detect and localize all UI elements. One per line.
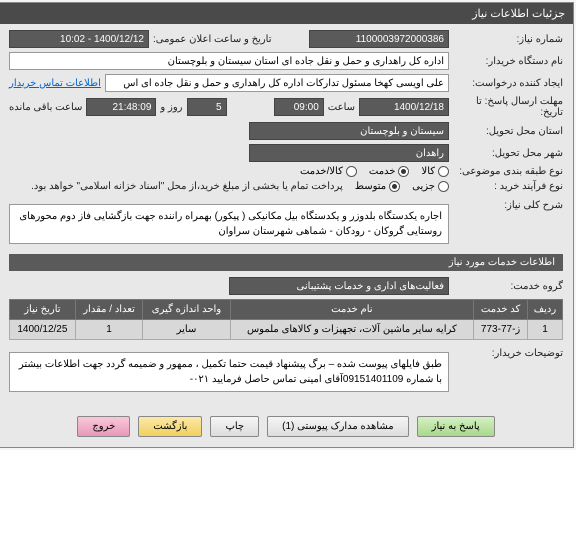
process-label: نوع فرآیند خرید : [453, 181, 563, 192]
td-code: ز-77-773 [474, 320, 528, 340]
need-number-field: 1100003972000386 [309, 30, 449, 48]
buyer-org-field: اداره کل راهداری و حمل و نقل جاده ای است… [9, 52, 449, 70]
th-code: کد خدمت [474, 300, 528, 320]
radio-icon [398, 166, 409, 177]
type-radio-group: کالا خدمت کالا/خدمت [300, 166, 449, 177]
radio-icon [438, 166, 449, 177]
button-bar: پاسخ به نیاز مشاهده مدارک پیوستی (1) چاپ… [0, 406, 573, 447]
radio-icon [389, 181, 400, 192]
respond-button[interactable]: پاسخ به نیاز [417, 416, 495, 437]
radio-icon [438, 181, 449, 192]
process-minor-radio[interactable]: جزیی [412, 181, 449, 192]
group-label: گروه خدمت: [453, 281, 563, 292]
process-note: پرداخت تمام یا بخشی از مبلغ خرید،از محل … [31, 181, 343, 192]
services-section-header: اطلاعات خدمات مورد نیاز [9, 254, 563, 271]
province-field: سیستان و بلوچستان [249, 122, 449, 140]
title-bar: جزئیات اطلاعات نیاز [0, 3, 573, 24]
back-button[interactable]: بازگشت [138, 416, 202, 437]
th-unit: واحد اندازه گیری [143, 300, 230, 320]
public-datetime-label: تاریخ و ساعت اعلان عمومی: [153, 34, 272, 45]
deadline-time-field: 09:00 [274, 98, 324, 116]
public-datetime-field: 1400/12/12 - 10:02 [9, 30, 149, 48]
th-qty: تعداد / مقدار [75, 300, 143, 320]
form-section: شماره نیاز: 1100003972000386 تاریخ و ساع… [0, 24, 573, 406]
process-minor-label: جزیی [412, 181, 435, 192]
city-field: راهدان [249, 144, 449, 162]
main-window: جزئیات اطلاعات نیاز شماره نیاز: 11000039… [0, 2, 574, 448]
province-label: استان محل تحویل: [453, 126, 563, 137]
notes-box: طبق فایلهای پیوست شده – برگ پیشنهاد قیمت… [9, 352, 449, 392]
type-service-label: خدمت [369, 166, 396, 177]
days-field: 5 [187, 98, 227, 116]
day-label: روز و [160, 102, 182, 113]
table-row: 1 ز-77-773 کرایه سایر ماشین آلات، تجهیزا… [10, 320, 563, 340]
desc-box: اجاره یکدستگاه بلدوزر و یکدستگاه بیل مکا… [9, 204, 449, 244]
deadline-label: مهلت ارسال پاسخ: تا تاریخ: [453, 96, 563, 118]
type-service-radio[interactable]: خدمت [369, 166, 410, 177]
process-medium-radio[interactable]: متوسط [355, 181, 400, 192]
type-goods-label: کالا [421, 166, 435, 177]
process-medium-label: متوسط [355, 181, 386, 192]
type-both-label: کالا/خدمت [300, 166, 343, 177]
group-field: فعالیت‌های اداری و خدمات پشتیبانی [229, 277, 449, 295]
radio-icon [346, 166, 357, 177]
buyer-org-label: نام دستگاه خریدار: [453, 56, 563, 67]
deadline-date-field: 1400/12/18 [359, 98, 449, 116]
type-label: نوع طبقه بندی موضوعی: [453, 166, 563, 177]
th-date: تاریخ نیاز [10, 300, 76, 320]
type-both-radio[interactable]: کالا/خدمت [300, 166, 357, 177]
requester-label: ایجاد کننده درخواست: [453, 78, 563, 89]
td-row: 1 [528, 320, 563, 340]
table-header-row: ردیف کد خدمت نام خدمت واحد اندازه گیری ت… [10, 300, 563, 320]
print-button[interactable]: چاپ [210, 416, 259, 437]
process-radio-group: جزیی متوسط [355, 181, 449, 192]
type-goods-radio[interactable]: کالا [421, 166, 449, 177]
remaining-label: ساعت باقی مانده [9, 102, 82, 113]
notes-label: توضیحات خریدار: [453, 348, 563, 359]
td-date: 1400/12/25 [10, 320, 76, 340]
requester-field: علی اویسی کهخا مسئول تدارکات اداره کل را… [105, 74, 449, 92]
remaining-time-field: 21:48:09 [86, 98, 156, 116]
services-table: ردیف کد خدمت نام خدمت واحد اندازه گیری ت… [9, 299, 563, 340]
time-label-1: ساعت [328, 102, 355, 113]
td-name: کرایه سایر ماشین آلات، تجهیزات و کالاهای… [230, 320, 474, 340]
td-qty: 1 [75, 320, 143, 340]
city-label: شهر محل تحویل: [453, 148, 563, 159]
th-row: ردیف [528, 300, 563, 320]
exit-button[interactable]: خروج [77, 416, 130, 437]
td-unit: سایر [143, 320, 230, 340]
attachments-button[interactable]: مشاهده مدارک پیوستی (1) [267, 416, 409, 437]
need-number-label: شماره نیاز: [453, 34, 563, 45]
desc-label: شرح کلی نیاز: [453, 200, 563, 211]
th-name: نام خدمت [230, 300, 474, 320]
contact-link[interactable]: اطلاعات تماس خریدار [9, 78, 101, 89]
